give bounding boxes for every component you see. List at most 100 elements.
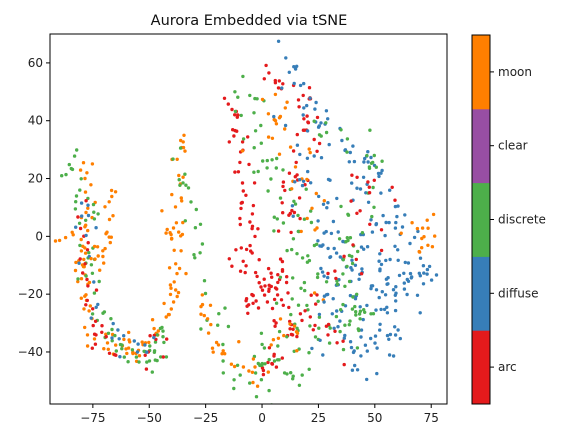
data-point-discrete [159,355,163,359]
data-point-discrete [380,159,384,163]
data-point-arc [350,173,354,177]
data-point-moon [314,191,318,196]
data-point-arc [281,180,286,184]
data-point-moon [183,149,187,153]
y-tick-label: −40 [18,345,43,359]
data-point-arc [227,140,231,144]
data-point-moon [172,280,176,284]
data-point-diffuse [379,262,384,267]
data-point-discrete [142,349,146,353]
data-point-moon [433,234,437,238]
data-point-discrete [226,324,231,329]
data-point-moon [247,369,251,373]
data-point-arc [272,319,276,323]
data-point-discrete [110,339,114,343]
data-point-moon [83,325,87,330]
data-point-arc [276,86,281,90]
data-point-arc [84,303,88,307]
data-point-diffuse [272,114,276,119]
data-point-discrete [78,243,82,248]
data-point-diffuse [408,241,412,246]
data-point-discrete [299,286,303,290]
colorbar-label-clear: clear [498,139,528,153]
data-point-discrete [295,252,299,256]
data-point-discrete [122,355,127,359]
data-point-arc [226,102,230,106]
data-point-discrete [339,128,343,132]
data-point-discrete [313,335,318,339]
data-point-diffuse [385,333,390,338]
data-point-discrete [233,109,238,114]
data-point-arc [306,120,310,124]
data-point-discrete [365,153,369,158]
data-point-diffuse [378,269,382,273]
data-point-moon [90,162,95,166]
data-point-diffuse [396,258,400,262]
data-point-moon [250,370,255,374]
data-point-moon [308,150,312,155]
data-point-diffuse [348,293,353,298]
data-point-discrete [307,258,312,263]
data-point-arc [324,324,329,328]
data-point-moon [232,364,237,369]
data-point-diffuse [393,333,398,337]
data-point-arc [251,203,256,208]
data-point-arc [379,248,384,253]
data-point-discrete [354,310,358,314]
data-point-diffuse [387,337,391,341]
data-point-moon [255,384,260,388]
data-point-moon [96,254,100,258]
data-point-discrete [259,123,263,128]
data-point-moon [110,194,114,199]
data-point-moon [270,136,275,140]
data-point-diffuse [384,258,388,263]
data-point-discrete [263,362,267,366]
data-point-discrete [261,159,265,163]
data-point-moon [417,249,421,254]
data-point-discrete [259,331,264,335]
data-point-arc [291,327,295,331]
data-point-discrete [97,279,101,284]
data-point-moon [92,244,97,249]
data-point-moon [288,145,293,149]
data-point-arc [76,215,80,219]
data-point-moon [83,294,87,298]
data-point-discrete [86,196,90,201]
data-point-diffuse [110,336,114,340]
colorbar-label-moon: moon [498,65,532,79]
data-point-diffuse [355,368,360,372]
data-point-diffuse [292,81,296,86]
data-point-discrete [70,167,75,172]
data-point-arc [359,272,364,276]
data-point-discrete [106,331,111,335]
data-point-discrete [345,264,349,269]
data-point-discrete [92,291,97,295]
data-point-discrete [186,186,191,190]
data-point-discrete [109,317,113,321]
data-point-discrete [110,327,114,332]
data-point-diffuse [361,175,366,179]
data-point-diffuse [145,350,149,354]
data-point-arc [294,160,298,165]
data-point-diffuse [369,286,373,291]
data-point-diffuse [377,295,381,300]
data-point-discrete [232,378,236,382]
data-point-discrete [341,347,346,352]
data-point-discrete [67,162,72,167]
data-point-moon [180,199,184,203]
data-point-moon [310,206,314,210]
data-point-moon [295,349,299,353]
data-point-diffuse [350,258,354,262]
data-point-diffuse [412,235,417,240]
data-point-diffuse [388,257,392,262]
data-point-discrete [362,308,366,312]
data-point-arc [300,318,304,323]
data-point-arc [250,212,255,216]
data-point-discrete [60,174,64,178]
data-point-moon [105,230,109,234]
data-point-moon [85,171,89,175]
data-point-moon [113,190,118,194]
chart-title: Aurora Embedded via tSNE [151,13,348,29]
data-point-arc [367,191,372,195]
data-point-diffuse [349,266,353,270]
